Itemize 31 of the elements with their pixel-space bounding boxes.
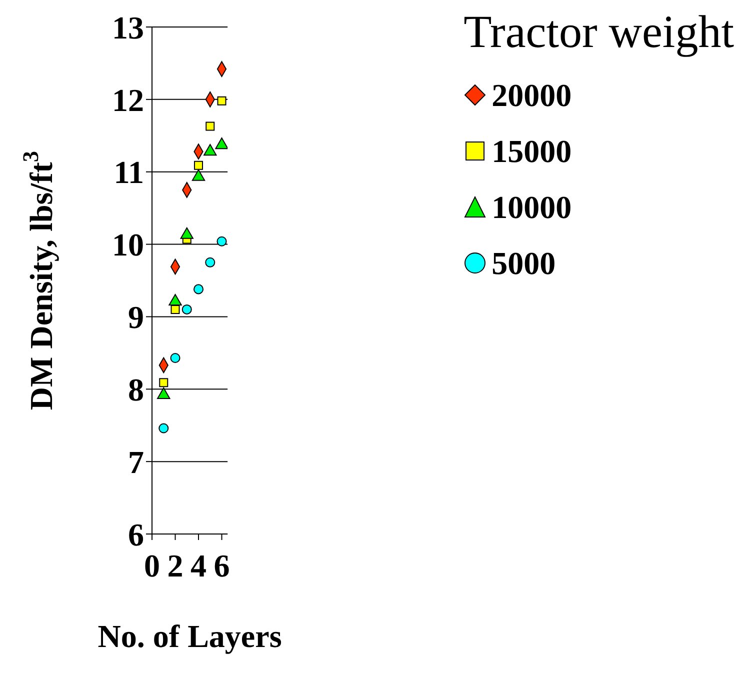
x-tick-label: 4	[190, 548, 206, 584]
x-tick-label: 0	[144, 548, 160, 584]
point	[194, 160, 203, 170]
legend-label: 10000	[492, 188, 572, 226]
x-tick-label: 6	[214, 548, 230, 584]
point	[204, 144, 217, 156]
y-tick-label: 6	[128, 516, 144, 552]
y-tick-label: 10	[112, 226, 144, 263]
y-tick-label: 12	[112, 82, 144, 118]
x-tick-label: 2	[167, 548, 184, 584]
y-tick-label: 8	[128, 372, 144, 408]
y-tick-label: 11	[114, 154, 144, 190]
point	[215, 138, 228, 150]
legend-label: 5000	[492, 244, 556, 282]
y-tick-label: 13	[112, 9, 144, 46]
point	[159, 378, 168, 388]
point	[170, 352, 180, 364]
legend-label: 15000	[492, 132, 572, 170]
point	[216, 236, 227, 246]
y-tick-label: 7	[128, 444, 144, 480]
point	[182, 304, 192, 314]
x-axis-title: No. of Layers	[98, 618, 282, 654]
y-tick-label: 9	[128, 299, 144, 336]
legend-label: 20000	[492, 76, 572, 114]
legend-title: Tractor weight	[464, 5, 734, 59]
point	[205, 257, 216, 268]
point	[158, 423, 169, 434]
point	[206, 122, 215, 131]
point	[170, 304, 180, 314]
point	[193, 284, 204, 294]
point	[217, 96, 226, 106]
